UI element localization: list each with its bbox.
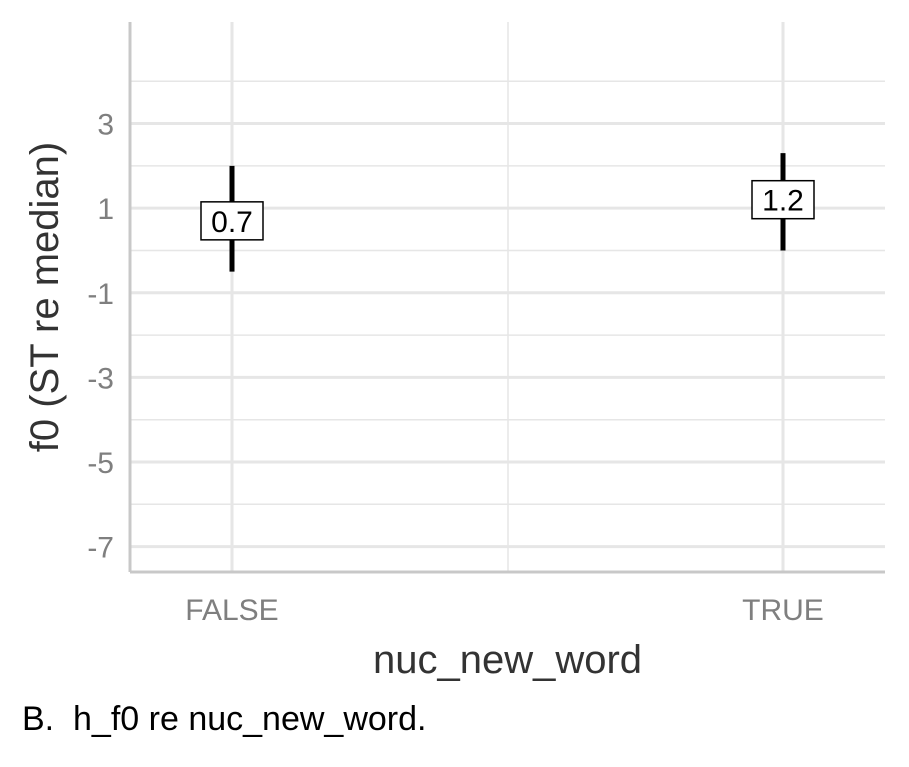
axis-layer bbox=[128, 22, 885, 574]
mark-layer bbox=[200, 153, 815, 272]
x-tick-label: FALSE bbox=[185, 594, 278, 627]
y-tick-label: -3 bbox=[87, 362, 114, 395]
figure-caption: B. h_f0 re nuc_new_word. bbox=[22, 700, 427, 738]
value-label-box bbox=[751, 179, 815, 220]
x-axis-title: nuc_new_word bbox=[373, 638, 642, 682]
text-layer: -7 -5 -3 -1 1 3 FALSE TRUE nuc_new_word f0 (ST re… bbox=[23, 109, 824, 682]
y-tick-label: 3 bbox=[97, 109, 114, 142]
x-tick-label: TRUE bbox=[742, 594, 824, 627]
y-tick-label: -5 bbox=[87, 447, 114, 480]
y-tick-label: 1 bbox=[97, 193, 114, 226]
grid-layer bbox=[130, 22, 885, 572]
value-label: 0.7 bbox=[211, 206, 253, 239]
value-label: 1.2 bbox=[762, 185, 804, 218]
y-axis-title: f0 (ST re median) bbox=[23, 142, 67, 453]
y-tick-label: -1 bbox=[87, 278, 114, 311]
value-label-box bbox=[200, 201, 264, 241]
chart: -7 -5 -3 -1 1 3 FALSE TRUE nuc_new_word f0 (ST re… bbox=[23, 22, 885, 682]
y-tick-label: -7 bbox=[87, 532, 114, 565]
